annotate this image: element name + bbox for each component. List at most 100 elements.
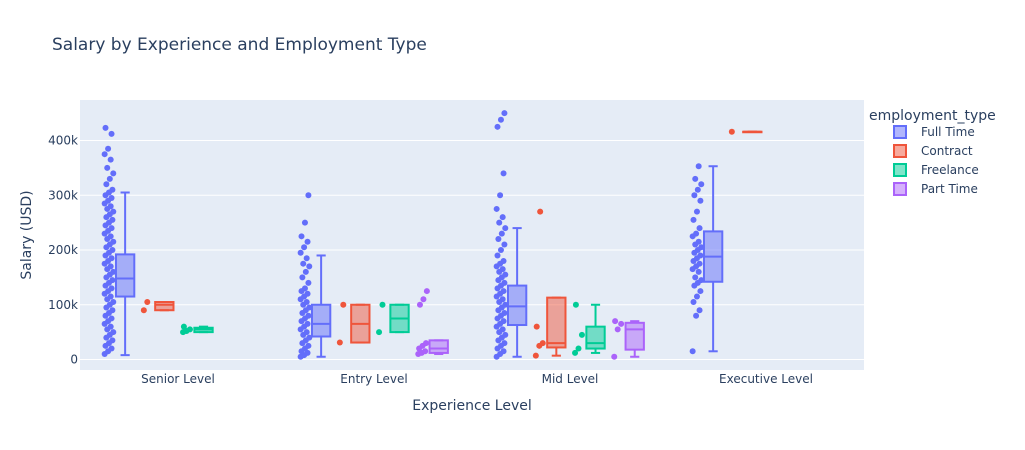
box-body bbox=[624, 321, 645, 351]
y-axis-label: Salary (USD) bbox=[19, 190, 35, 279]
legend-item-part-time[interactable]: Part Time bbox=[893, 182, 978, 196]
legend-label: Contract bbox=[921, 144, 973, 158]
data-point bbox=[499, 326, 506, 333]
data-point bbox=[693, 230, 700, 237]
y-gridlines bbox=[80, 140, 864, 360]
data-point bbox=[695, 268, 702, 275]
data-point bbox=[500, 257, 507, 264]
box-full-time-0 bbox=[101, 124, 136, 358]
data-point bbox=[495, 236, 502, 243]
data-point bbox=[106, 175, 113, 182]
data-point bbox=[303, 255, 310, 262]
data-point bbox=[693, 312, 700, 319]
legend-swatch bbox=[893, 182, 907, 196]
legend-label: Full Time bbox=[921, 125, 975, 139]
data-point bbox=[501, 110, 508, 117]
data-point bbox=[304, 290, 311, 297]
data-point bbox=[496, 219, 503, 226]
legend[interactable]: Full Time Contract Freelance Part Time bbox=[893, 125, 979, 196]
data-point bbox=[696, 260, 703, 267]
box-body bbox=[114, 253, 136, 298]
y-tick-label-0: 0 bbox=[70, 353, 78, 367]
data-point bbox=[110, 170, 117, 177]
x-tick-label-1: Entry Level bbox=[340, 372, 407, 386]
data-point bbox=[108, 130, 115, 137]
data-point bbox=[493, 205, 500, 212]
data-point bbox=[298, 233, 305, 240]
data-point bbox=[695, 163, 702, 170]
data-point bbox=[109, 247, 116, 253]
box-contract-0 bbox=[140, 299, 175, 314]
data-point bbox=[728, 128, 735, 135]
data-point bbox=[305, 279, 312, 286]
data-point bbox=[107, 233, 114, 240]
data-point bbox=[108, 315, 115, 322]
data-point bbox=[144, 299, 151, 306]
data-point bbox=[497, 192, 504, 199]
data-point bbox=[301, 219, 308, 226]
box-body bbox=[546, 296, 567, 349]
data-point bbox=[109, 337, 116, 344]
data-point bbox=[109, 307, 116, 314]
box-contract-3 bbox=[728, 128, 763, 135]
data-point bbox=[140, 307, 147, 314]
data-point bbox=[692, 175, 699, 182]
data-point bbox=[110, 238, 117, 245]
data-point bbox=[697, 288, 704, 295]
x-tick-label-0: Senior Level bbox=[141, 372, 215, 386]
data-point bbox=[340, 301, 347, 308]
data-point bbox=[110, 208, 117, 215]
data-point bbox=[304, 238, 311, 245]
data-point bbox=[537, 208, 544, 215]
data-point bbox=[501, 340, 508, 347]
data-point bbox=[109, 277, 116, 284]
legend-item-freelance[interactable]: Freelance bbox=[893, 163, 979, 177]
data-point bbox=[420, 296, 427, 303]
data-point bbox=[108, 345, 115, 352]
data-point bbox=[698, 181, 705, 188]
data-point bbox=[614, 326, 621, 333]
data-point bbox=[108, 285, 115, 292]
legend-title: employment_type bbox=[869, 108, 996, 124]
data-point bbox=[698, 244, 705, 251]
data-point bbox=[101, 151, 108, 158]
legend-swatch bbox=[893, 144, 907, 158]
legend-swatch bbox=[893, 125, 907, 139]
data-point bbox=[532, 352, 539, 359]
data-point bbox=[499, 214, 506, 221]
data-point bbox=[304, 349, 311, 356]
box-contract-1 bbox=[336, 301, 371, 346]
data-point bbox=[697, 197, 704, 204]
data-point bbox=[572, 349, 579, 356]
data-point bbox=[501, 241, 508, 248]
data-point bbox=[109, 186, 116, 193]
data-point bbox=[305, 312, 312, 319]
data-point bbox=[299, 274, 306, 281]
data-point bbox=[697, 252, 704, 259]
data-point bbox=[103, 181, 110, 188]
data-point bbox=[107, 156, 114, 163]
data-point bbox=[497, 116, 504, 123]
x-tick-label-3: Executive Level bbox=[719, 372, 813, 386]
data-point bbox=[501, 309, 508, 316]
box-part-time-2 bbox=[611, 318, 645, 360]
data-point bbox=[305, 342, 312, 349]
data-point bbox=[107, 203, 114, 210]
data-point bbox=[304, 320, 311, 327]
y-tick-labels: 0 100k 200k 300k 400k bbox=[48, 134, 78, 367]
y-tick-label-2: 200k bbox=[48, 243, 78, 257]
legend-item-full-time[interactable]: Full Time bbox=[893, 125, 975, 139]
box-body bbox=[506, 284, 528, 327]
data-point bbox=[379, 301, 386, 308]
data-point bbox=[572, 301, 579, 308]
data-point bbox=[105, 145, 112, 152]
legend-item-contract[interactable]: Contract bbox=[893, 144, 973, 158]
data-point bbox=[108, 255, 115, 262]
data-point bbox=[102, 124, 109, 131]
data-point bbox=[693, 293, 700, 300]
data-point bbox=[110, 268, 117, 275]
y-tick-label-4: 400k bbox=[48, 134, 78, 148]
data-point bbox=[692, 274, 699, 281]
data-point bbox=[306, 304, 313, 311]
data-point bbox=[611, 353, 618, 360]
